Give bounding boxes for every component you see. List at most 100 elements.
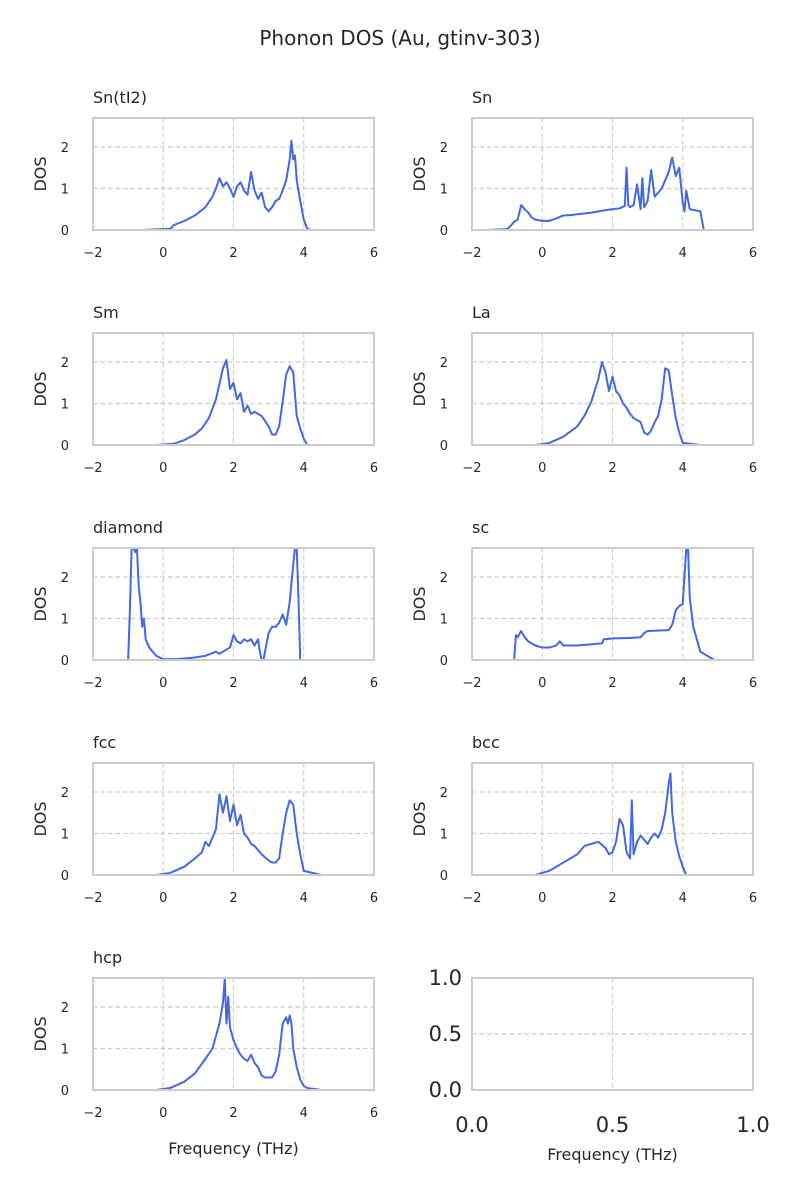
x-tick-label: 0: [159, 461, 167, 476]
dos-series-line: [535, 361, 701, 445]
subplot-title: fcc: [93, 733, 116, 752]
x-tick-label: 0: [159, 1106, 167, 1121]
x-tick-label: 6: [370, 891, 378, 906]
x-tick-label: −2: [83, 891, 102, 906]
x-tick-label: −2: [83, 676, 102, 691]
x-tick-label: 4: [300, 246, 308, 261]
y-tick-label: 0: [61, 869, 69, 884]
y-axis-label: DOS: [410, 156, 429, 191]
dos-series-line: [156, 358, 325, 445]
x-tick-label: 4: [679, 676, 687, 691]
x-tick-label: 0: [159, 891, 167, 906]
subplot-6: −2 0 2 4 6 0 1 2 fcc DOS: [31, 733, 378, 906]
x-tick-label: 0: [538, 246, 546, 261]
x-tick-label: 6: [370, 461, 378, 476]
x-tick-label: 4: [679, 891, 687, 906]
y-tick-label: 0: [61, 654, 69, 669]
subplot-4: −2 0 2 4 6 0 1 2 diamond DOS: [31, 518, 378, 691]
x-tick-label: 4: [300, 891, 308, 906]
x-tick-label: 6: [370, 1106, 378, 1121]
subplot-title: Sn: [472, 88, 492, 107]
x-tick-label: 6: [749, 891, 757, 906]
x-tick-label: −2: [462, 891, 481, 906]
x-tick-label: −2: [83, 1106, 102, 1121]
y-tick-label: 0: [440, 439, 448, 454]
y-tick-label: 2: [61, 786, 69, 801]
y-tick-label: 1: [61, 1043, 69, 1058]
y-axis-label: DOS: [31, 156, 50, 191]
axes-frame: [471, 547, 754, 661]
figure-title: Phonon DOS (Au, gtinv-303): [259, 26, 540, 50]
y-tick-label: 1: [61, 828, 69, 843]
y-axis-label: DOS: [31, 1016, 50, 1051]
x-tick-label: 4: [679, 461, 687, 476]
x-tick-label: 2: [229, 676, 237, 691]
y-tick-label: 0: [61, 224, 69, 239]
subplot-3: −2 0 2 4 6 0 1 2 La DOS: [410, 303, 757, 476]
x-tick-label: 2: [608, 246, 616, 261]
y-axis-label: DOS: [31, 371, 50, 406]
y-tick-label: 1: [440, 183, 448, 198]
x-tick-label: 6: [749, 676, 757, 691]
x-tick-label: 2: [608, 891, 616, 906]
y-tick-label: 0.5: [429, 1022, 462, 1046]
x-tick-label: 6: [370, 246, 378, 261]
axes-frame: [471, 762, 754, 876]
x-tick-label: 4: [300, 1106, 308, 1121]
x-tick-label: 4: [300, 676, 308, 691]
x-tick-label: 0.0: [455, 1113, 488, 1137]
subplot-8: −2 0 2 4 6 0 1 2 hcp DOS Frequency (THz): [31, 948, 378, 1158]
dos-series-line: [496, 548, 715, 660]
axes-frame: [471, 977, 754, 1091]
x-tick-label: −2: [83, 246, 102, 261]
subplot-9: 0.0 0.5 1.0 0.0 0.5 1.0 Frequency (THz): [429, 966, 770, 1164]
x-axis-label: Frequency (THz): [547, 1145, 677, 1164]
dos-series-line: [156, 978, 322, 1090]
subplot-0: −2 0 2 4 6 0 1 2 Sn(tI2) DOS: [31, 88, 378, 261]
x-axis-label: Frequency (THz): [168, 1139, 298, 1158]
y-axis-label: DOS: [410, 371, 429, 406]
y-tick-label: 2: [61, 1001, 69, 1016]
subplot-5: −2 0 2 4 6 0 1 2 sc DOS: [410, 518, 757, 691]
y-axis-label: DOS: [31, 586, 50, 621]
axes-frame: [471, 332, 754, 446]
x-tick-label: −2: [462, 461, 481, 476]
subplot-title: sc: [472, 518, 489, 537]
x-tick-label: 2: [229, 461, 237, 476]
dos-series-line: [142, 139, 329, 230]
y-axis-label: DOS: [31, 801, 50, 836]
x-tick-label: 1.0: [736, 1113, 769, 1137]
x-tick-label: 2: [608, 461, 616, 476]
y-tick-label: 0: [61, 439, 69, 454]
x-tick-label: 0: [538, 891, 546, 906]
x-tick-label: 0: [159, 246, 167, 261]
axes-frame: [92, 547, 375, 661]
dos-series-line: [510, 772, 701, 875]
subplot-2: −2 0 2 4 6 0 1 2 Sm DOS: [31, 303, 378, 476]
axes-frame: [471, 117, 754, 231]
axes-frame: [92, 977, 375, 1091]
y-tick-label: 0: [440, 654, 448, 669]
x-tick-label: 6: [749, 246, 757, 261]
x-tick-label: 6: [749, 461, 757, 476]
axes-frame: [92, 117, 375, 231]
y-tick-label: 1: [61, 398, 69, 413]
y-tick-label: 1.0: [429, 966, 462, 990]
x-tick-label: 2: [229, 1106, 237, 1121]
dos-series-line: [114, 548, 318, 660]
y-tick-label: 2: [440, 356, 448, 371]
y-tick-label: 1: [440, 828, 448, 843]
x-tick-label: 4: [679, 246, 687, 261]
subplot-title: Sn(tI2): [93, 88, 147, 107]
x-tick-label: 0.5: [596, 1113, 629, 1137]
y-tick-label: 2: [440, 786, 448, 801]
dos-series-line: [486, 156, 722, 230]
y-axis-label: DOS: [410, 801, 429, 836]
x-tick-label: −2: [83, 461, 102, 476]
y-tick-label: 2: [61, 141, 69, 156]
y-tick-label: 0: [61, 1084, 69, 1099]
x-tick-label: 2: [608, 676, 616, 691]
subplot-1: −2 0 2 4 6 0 1 2 Sn DOS: [410, 88, 757, 261]
y-tick-label: 1: [440, 613, 448, 628]
y-tick-label: 2: [440, 571, 448, 586]
